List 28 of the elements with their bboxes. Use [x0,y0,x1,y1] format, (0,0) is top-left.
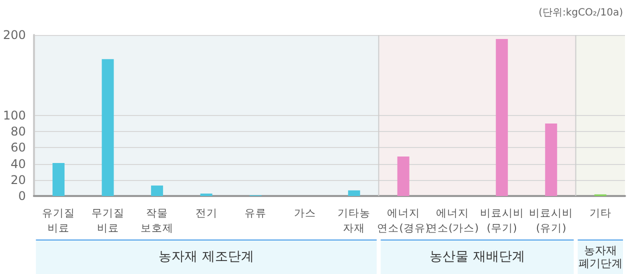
y-tick-label: 60 [10,140,26,155]
bar [151,186,164,196]
y-tick-label: 200 [3,28,26,42]
text: 농자재 폐기단계 [578,244,622,270]
bar [102,59,114,196]
bar [348,190,360,196]
y-tick-label: 20 [10,172,26,187]
x-tick-label: 가스 [294,208,316,220]
x-tick-label: 기타농 자재 [338,208,371,234]
x-tick-label: 유기질 비료 [42,208,76,234]
bar [545,124,558,196]
bar [52,162,65,196]
y-tick-label: 80 [10,124,26,139]
x-tick-label: 무기질 비료 [91,208,124,234]
y-tick-label: 0 [18,189,26,203]
x-tick-label: 유류 [244,208,267,220]
bar [397,156,410,196]
text: 농자재 제조단계 [158,250,254,264]
text: (단위:kgCO₂/10a) [538,8,624,18]
x-tick-label: 비료시비 (무기) [480,208,524,234]
x-tick-label: 전기 [195,208,218,220]
x-tick-label: 작물 보호제 [140,208,174,234]
bar [496,39,508,196]
x-tick-label: 기타 [589,208,612,220]
text: 농산물 재배단계 [430,250,525,264]
y-tick-label: 40 [10,156,26,171]
y-tick-label: 100 [3,108,26,122]
x-tick-label: 비료시비 (유기) [529,208,574,234]
